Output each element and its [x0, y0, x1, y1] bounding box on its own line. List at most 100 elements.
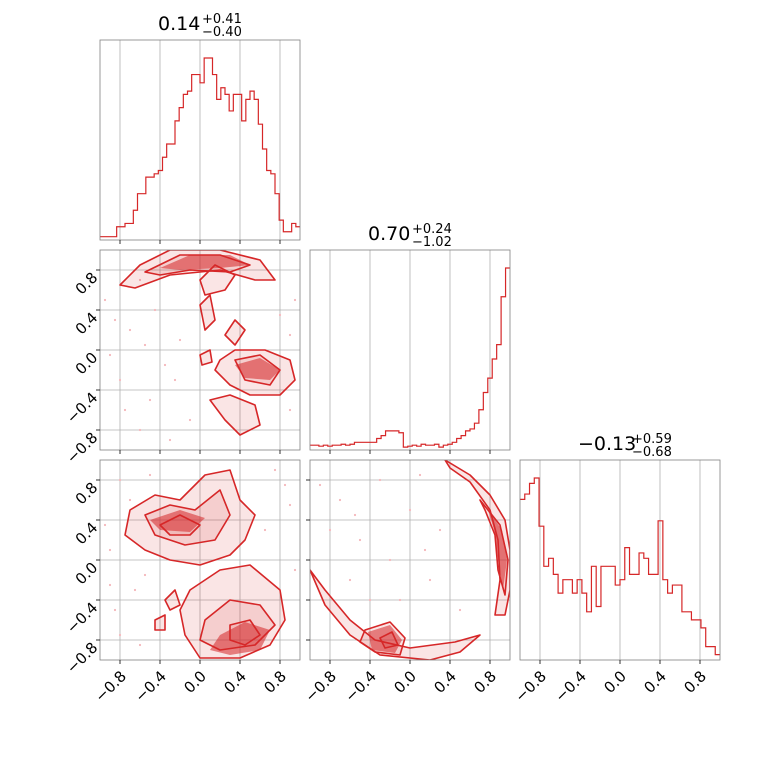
- scatter-point: [128, 498, 132, 502]
- median-value: 0.70: [368, 223, 410, 245]
- pair-panel-0: −0.8−0.4 0.0 0.4 0.8: [63, 249, 301, 467]
- contour-line: [179, 564, 286, 659]
- contour-line: [164, 589, 181, 611]
- contour-line: [234, 354, 281, 386]
- contour-line: [209, 394, 261, 436]
- scatter-point: [143, 573, 147, 577]
- y-tick-label: −0.4: [63, 389, 101, 427]
- x-tick-label: −0.4: [551, 667, 589, 705]
- contour-line: [229, 619, 261, 646]
- scatter-point: [358, 538, 362, 542]
- contour-line: [310, 569, 481, 660]
- x-tick-label: −0.8: [301, 667, 339, 705]
- scatter-point: [113, 608, 117, 612]
- scatter-point: [133, 588, 137, 592]
- y-tick-label: −0.8: [63, 639, 101, 677]
- x-tick-label: 0.8: [470, 667, 500, 697]
- x-tick-label: 0.4: [640, 667, 670, 697]
- contour-line: [224, 319, 246, 346]
- y-tick-label: 0.4: [72, 519, 102, 549]
- scatter-point: [103, 523, 107, 527]
- scatter-point: [138, 278, 142, 282]
- scatter-point: [428, 578, 432, 582]
- scatter-point: [263, 528, 267, 532]
- x-tick-label: 0.8: [260, 667, 290, 697]
- x-tick-label: 0.0: [390, 667, 420, 697]
- scatter-point: [318, 483, 322, 487]
- contour-line: [199, 349, 213, 366]
- scatter-point: [423, 548, 427, 552]
- scatter-point: [153, 308, 157, 312]
- scatter-point: [123, 408, 127, 412]
- scatter-point: [348, 578, 352, 582]
- scatter-point: [108, 583, 112, 587]
- scatter-point: [388, 558, 392, 562]
- y-tick-label: 0.8: [72, 269, 102, 299]
- scatter-point: [458, 608, 462, 612]
- contour-line: [199, 264, 236, 296]
- scatter-point: [273, 468, 277, 472]
- lower-error: −1.02: [412, 235, 452, 250]
- y-tick-label: 0.8: [72, 479, 102, 509]
- scatter-point: [148, 398, 152, 402]
- scatter-point: [288, 408, 292, 412]
- pair-content-2: [310, 460, 510, 660]
- histogram-step-0: [100, 57, 300, 238]
- filled-density-region: [150, 510, 205, 532]
- scatter-point: [188, 418, 192, 422]
- contour-line: [119, 250, 276, 289]
- scatter-point: [163, 363, 167, 367]
- scatter-point: [328, 528, 332, 532]
- x-tick-label: −0.4: [341, 667, 379, 705]
- median-value: −0.13: [578, 433, 636, 455]
- y-tick-label: −0.4: [63, 599, 101, 637]
- histogram-panel-0: 0.14 +0.41−0.40: [99, 12, 301, 244]
- upper-error: +0.41: [202, 12, 242, 27]
- x-tick-label: 0.4: [220, 667, 250, 697]
- lower-error: −0.68: [632, 445, 672, 460]
- histogram-step-2: [520, 477, 720, 656]
- scatter-point: [438, 528, 442, 532]
- panel-title-0: 0.14: [158, 13, 200, 35]
- x-tick-label: −0.4: [131, 667, 169, 705]
- scatter-point: [293, 568, 297, 572]
- contour-line: [159, 514, 201, 536]
- filled-density-region: [488, 510, 507, 590]
- scatter-point: [378, 478, 382, 482]
- scatter-point: [118, 633, 122, 637]
- upper-error: +0.59: [632, 432, 672, 447]
- scatter-point: [138, 428, 142, 432]
- scatter-point: [113, 318, 117, 322]
- pair-content-0: [103, 250, 297, 442]
- scatter-point: [138, 643, 142, 647]
- scatter-point: [118, 378, 122, 382]
- contour-line: [124, 469, 256, 566]
- contour-line: [154, 614, 166, 631]
- scatter-point: [143, 343, 147, 347]
- filled-density-region: [210, 622, 270, 655]
- filled-density-region: [235, 358, 280, 380]
- upper-error: +0.24: [412, 222, 452, 237]
- y-tick-label: 0.4: [72, 309, 102, 339]
- histogram-step-1: [310, 267, 510, 448]
- pair-panel-1: −0.8 −0.4 0.0 0.4 0.8−0.8−0.40.00.40.8: [63, 459, 301, 706]
- x-tick-label: −0.8: [511, 667, 549, 705]
- scatter-point: [128, 328, 132, 332]
- x-tick-label: −0.8: [91, 667, 129, 705]
- scatter-point: [288, 503, 292, 507]
- scatter-point: [178, 338, 182, 342]
- scatter-point: [108, 548, 112, 552]
- scatter-point: [338, 498, 342, 502]
- scatter-point: [108, 353, 112, 357]
- lower-error: −0.40: [202, 25, 242, 40]
- scatter-point: [103, 298, 107, 302]
- scatter-point: [408, 508, 412, 512]
- scatter-point: [118, 478, 122, 482]
- histogram-panel-1: 0.70 +0.24−1.02: [309, 222, 511, 454]
- x-tick-label: 0.8: [680, 667, 710, 697]
- scatter-point: [353, 513, 357, 517]
- scatter-point: [293, 298, 297, 302]
- panel-title-2: −0.13: [578, 433, 636, 455]
- median-value: 0.14: [158, 13, 200, 35]
